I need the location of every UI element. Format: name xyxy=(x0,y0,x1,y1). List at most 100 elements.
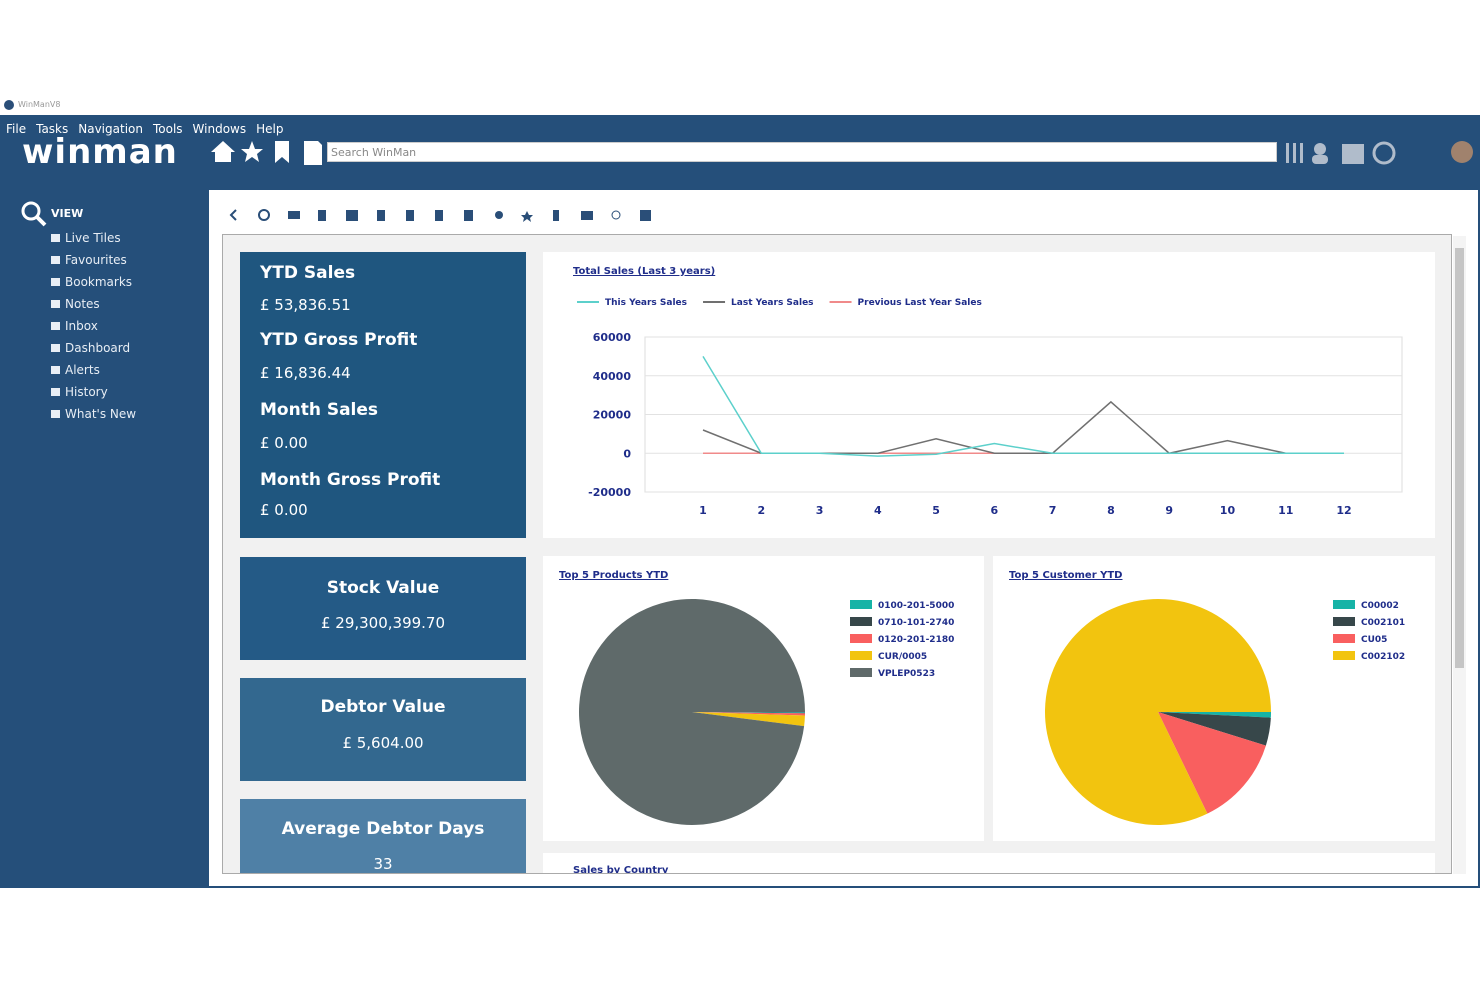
menu-item[interactable]: Tasks xyxy=(36,122,69,136)
pie-slice xyxy=(1158,712,1266,814)
nav-item[interactable]: What's New xyxy=(51,403,136,425)
tile-value: £ 0.00 xyxy=(260,501,308,519)
chart-title: Top 5 Customer YTD xyxy=(1009,570,1122,581)
x-tick-label: 1 xyxy=(699,504,707,517)
legend-label: Previous Last Year Sales xyxy=(858,298,982,308)
star-icon[interactable] xyxy=(241,141,263,162)
series-line xyxy=(702,400,1344,455)
nav-item[interactable]: Inbox xyxy=(51,315,136,337)
pie-slice xyxy=(692,712,805,713)
nav-item[interactable]: Bookmarks xyxy=(51,271,136,293)
tile-label: YTD Sales xyxy=(260,263,356,283)
y-tick-label: -20000 xyxy=(588,486,631,499)
tile-label: Month Sales xyxy=(260,400,379,420)
x-tick-label: 11 xyxy=(1278,504,1293,517)
y-tick-label: 20000 xyxy=(593,409,632,422)
menu-item[interactable]: Help xyxy=(256,122,284,136)
debtor-tile: Debtor Value £ 5,604.00 xyxy=(240,678,526,781)
nav-label: Alerts xyxy=(65,363,100,377)
debtor-days-tile: Average Debtor Days 33 xyxy=(240,799,526,873)
tile-value: £ 5,604.00 xyxy=(342,734,424,752)
nav-item[interactable]: History xyxy=(51,381,136,403)
nav-item[interactable]: Notes xyxy=(51,293,136,315)
legend-swatch xyxy=(850,651,872,660)
avatar[interactable] xyxy=(1451,141,1473,163)
header-tools xyxy=(1286,141,1473,165)
tile-value: £ 29,300,399.70 xyxy=(320,614,446,632)
legend-swatch xyxy=(1333,651,1355,660)
pie-slice xyxy=(1045,599,1271,825)
x-tick-label: 5 xyxy=(932,504,940,517)
menu-item[interactable]: Tools xyxy=(152,122,183,136)
scrollbar[interactable] xyxy=(1453,236,1466,874)
nav-label: Dashboard xyxy=(65,341,131,355)
nav-item[interactable]: Alerts xyxy=(51,359,136,381)
x-tick-label: 9 xyxy=(1165,504,1173,517)
pie-chart-panel: Top 5 Customer YTD C00002 C002101 CU05 C0021… xyxy=(993,556,1435,841)
nav-label: Favourites xyxy=(65,253,127,267)
nav-label: Notes xyxy=(65,297,100,311)
x-tick-label: 4 xyxy=(874,504,882,517)
x-tick-label: 7 xyxy=(1049,504,1057,517)
tile-label: YTD Gross Profit xyxy=(260,330,418,350)
y-tick-label: 60000 xyxy=(593,331,632,344)
menu-item[interactable]: Navigation xyxy=(78,122,143,136)
nav-item[interactable]: Favourites xyxy=(51,249,136,271)
tile-label: Average Debtor Days xyxy=(281,819,485,839)
y-tick-label: 40000 xyxy=(593,370,632,383)
document-icon[interactable] xyxy=(304,141,322,165)
menu-item[interactable]: File xyxy=(6,122,27,136)
legend-label: 0100-201-5000 xyxy=(878,601,954,611)
legend-swatch xyxy=(1333,600,1355,609)
legend-label: VPLEP0523 xyxy=(878,669,935,679)
line-chart-panel: Total Sales (Last 3 years) This Years Sal… xyxy=(543,252,1435,538)
legend-swatch xyxy=(850,617,872,626)
menu-bar: File Tasks Navigation Tools Windows Help xyxy=(6,118,293,137)
tile-value: £ 0.00 xyxy=(260,434,308,452)
sidebar: Live Tiles Favourites Bookmarks Notes In… xyxy=(51,227,136,425)
pie-slice xyxy=(692,712,805,727)
search-box[interactable]: Search WinMan xyxy=(327,142,1277,162)
legend-label: CU05 xyxy=(1361,635,1387,645)
nav-label: Inbox xyxy=(65,319,98,333)
logo: winman xyxy=(22,132,178,172)
x-tick-label: 6 xyxy=(991,504,999,517)
home-icon[interactable] xyxy=(211,141,235,162)
back-button[interactable] xyxy=(229,209,237,221)
stock-tile: Stock Value £ 29,300,399.70 xyxy=(240,557,526,660)
x-tick-label: 12 xyxy=(1336,504,1351,517)
legend-label: Last Years Sales xyxy=(731,298,814,308)
tile-value: £ 16,836.44 xyxy=(260,364,351,382)
tile-label: Stock Value xyxy=(326,578,440,598)
x-tick-label: 3 xyxy=(816,504,824,517)
x-tick-label: 8 xyxy=(1107,504,1115,517)
legend-swatch xyxy=(850,668,872,677)
nav-item[interactable]: Live Tiles xyxy=(51,227,136,249)
nav-label: What's New xyxy=(65,407,137,421)
legend-swatch xyxy=(850,600,872,609)
legend-swatch xyxy=(1333,634,1355,643)
menu-item[interactable]: Windows xyxy=(192,122,247,136)
pie-slice xyxy=(692,712,805,716)
tile-label: Month Gross Profit xyxy=(260,470,441,490)
summary-tile: YTD Sales £ 53,836.51 YTD Gross Profit £… xyxy=(240,252,526,538)
header-icons xyxy=(211,141,322,165)
x-tick-label: 2 xyxy=(757,504,765,517)
pie-slice xyxy=(1158,712,1271,718)
view-icon xyxy=(21,201,47,227)
legend-swatch xyxy=(1333,617,1355,626)
bookmark-icon[interactable] xyxy=(275,141,289,163)
x-tick-label: 10 xyxy=(1220,504,1236,517)
pie-chart-panel: Top 5 Products YTD 0100-201-5000 0710-101-… xyxy=(543,556,984,841)
sidebar-heading: VIEW xyxy=(51,207,84,220)
tile-label: Debtor Value xyxy=(320,697,446,717)
legend-label: CUR/0005 xyxy=(878,652,927,662)
chart-title: Total Sales (Last 3 years) xyxy=(573,266,715,277)
legend-label: 0120-201-2180 xyxy=(878,635,954,645)
title-bar: WinManV8 xyxy=(0,97,1480,115)
nav-item[interactable]: Dashboard xyxy=(51,337,136,359)
legend-label: C00002 xyxy=(1361,601,1399,611)
tile-value: £ 53,836.51 xyxy=(260,296,351,314)
tile-value: 33 xyxy=(373,855,393,873)
country-panel: Sales by Country xyxy=(543,853,1435,873)
